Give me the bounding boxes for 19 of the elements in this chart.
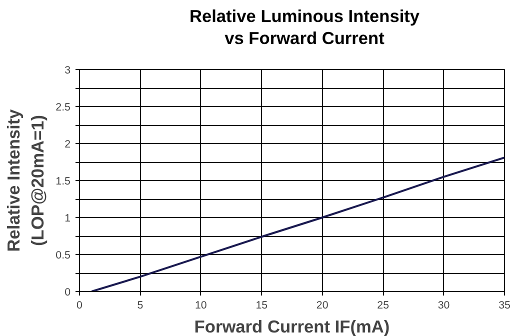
x-tick-label: 5 — [137, 300, 144, 312]
chart-title: Relative Luminous Intensity vs Forward Current — [189, 6, 420, 50]
y-tick-label: 2.5 — [56, 102, 71, 114]
x-tick-label: 10 — [195, 300, 207, 312]
y-tick-label: 2 — [64, 138, 71, 150]
x-tick-label: 30 — [438, 300, 450, 312]
y-tick-label: 1.5 — [56, 176, 71, 188]
x-tick-label: 20 — [316, 300, 328, 312]
y-tick-label: 0 — [64, 286, 71, 298]
x-tick-label: 25 — [377, 300, 390, 312]
x-tick-label: 35 — [498, 300, 510, 312]
x-tick-label: 15 — [256, 300, 268, 312]
x-tick-label: 0 — [76, 300, 83, 312]
line-series — [90, 156, 504, 292]
y-tick-label: 1 — [64, 212, 71, 224]
y-axis-title: Relative Intensity (LOP@20mA=1) — [4, 108, 48, 252]
y-tick-label: 0.5 — [56, 250, 71, 262]
x-axis-title: Forward Current IF(mA) — [194, 316, 390, 336]
y-tick-label: 3 — [64, 64, 71, 76]
